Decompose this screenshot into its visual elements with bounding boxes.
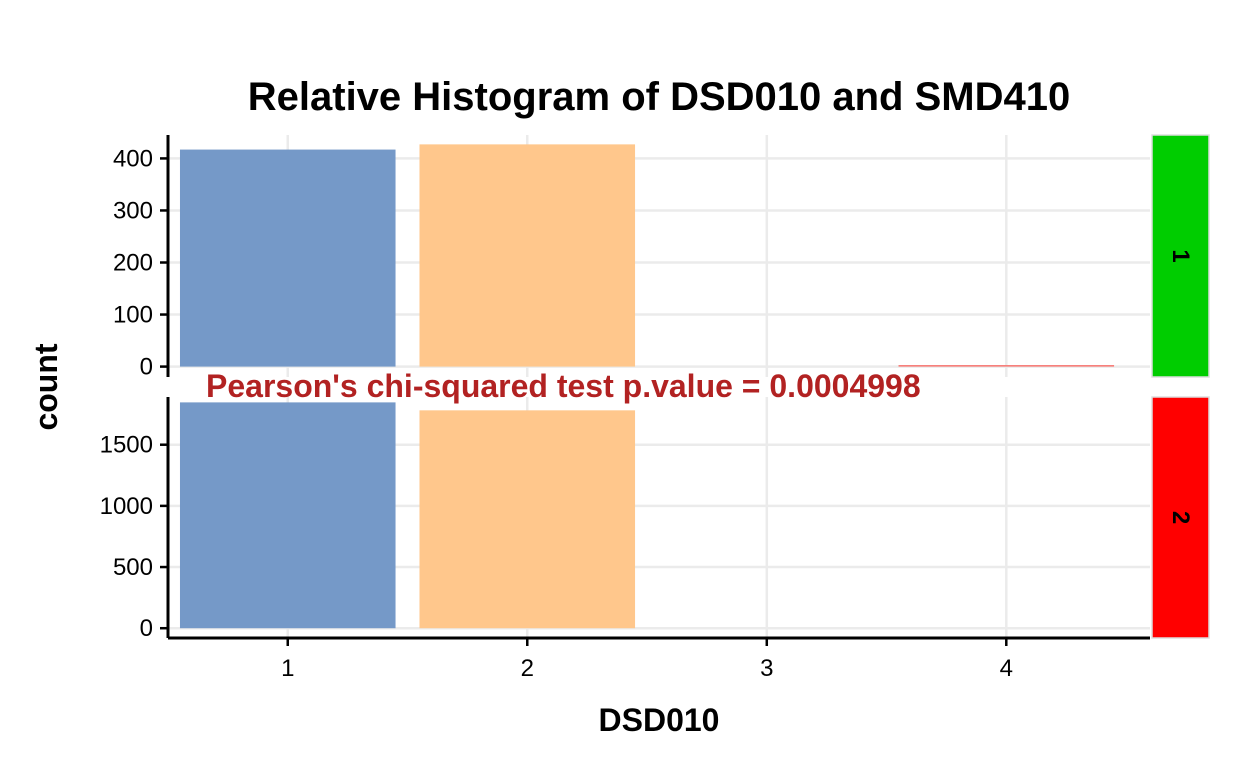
- bar-x1: [179, 402, 396, 629]
- y-tick-label: 0: [140, 354, 153, 381]
- y-tick-label: 1000: [100, 493, 153, 520]
- x-tick-label: 2: [521, 655, 534, 682]
- x-axis: 1 2 3 4: [168, 636, 1150, 682]
- y-tick-label: 500: [113, 554, 153, 581]
- y-axis-title: count: [28, 343, 64, 430]
- x-tick-label: 1: [281, 655, 294, 682]
- y-tick-label: 0: [140, 615, 153, 642]
- y-tick-label: 100: [113, 302, 153, 329]
- facet-strip: [1151, 134, 1210, 378]
- x-tick-label: 4: [1000, 655, 1013, 682]
- chi-squared-annotation: Pearson's chi-squared test p.value = 0.0…: [206, 368, 921, 404]
- bar-x1: [179, 149, 396, 367]
- facet-strip: [1151, 396, 1210, 639]
- y-tick-label: 1500: [100, 432, 153, 459]
- bar-x2: [419, 410, 636, 629]
- x-tick-label: 3: [760, 655, 773, 682]
- y-tick-label: 200: [113, 250, 153, 277]
- panel-facet-2: 0 500 1000 1500 2: [100, 396, 1210, 642]
- facet-strip-label: 1: [1167, 249, 1194, 262]
- chart-title: Relative Histogram of DSD010 and SMD410: [248, 75, 1070, 119]
- bar-x4: [898, 365, 1115, 367]
- facet-strip-label: 2: [1167, 511, 1194, 524]
- panel-facet-1: 0 100 200 300 400 1: [113, 134, 1210, 381]
- bar-x2: [419, 144, 636, 367]
- y-tick-label: 400: [113, 145, 153, 172]
- y-tick-label: 300: [113, 197, 153, 224]
- x-axis-title: DSD010: [599, 702, 720, 738]
